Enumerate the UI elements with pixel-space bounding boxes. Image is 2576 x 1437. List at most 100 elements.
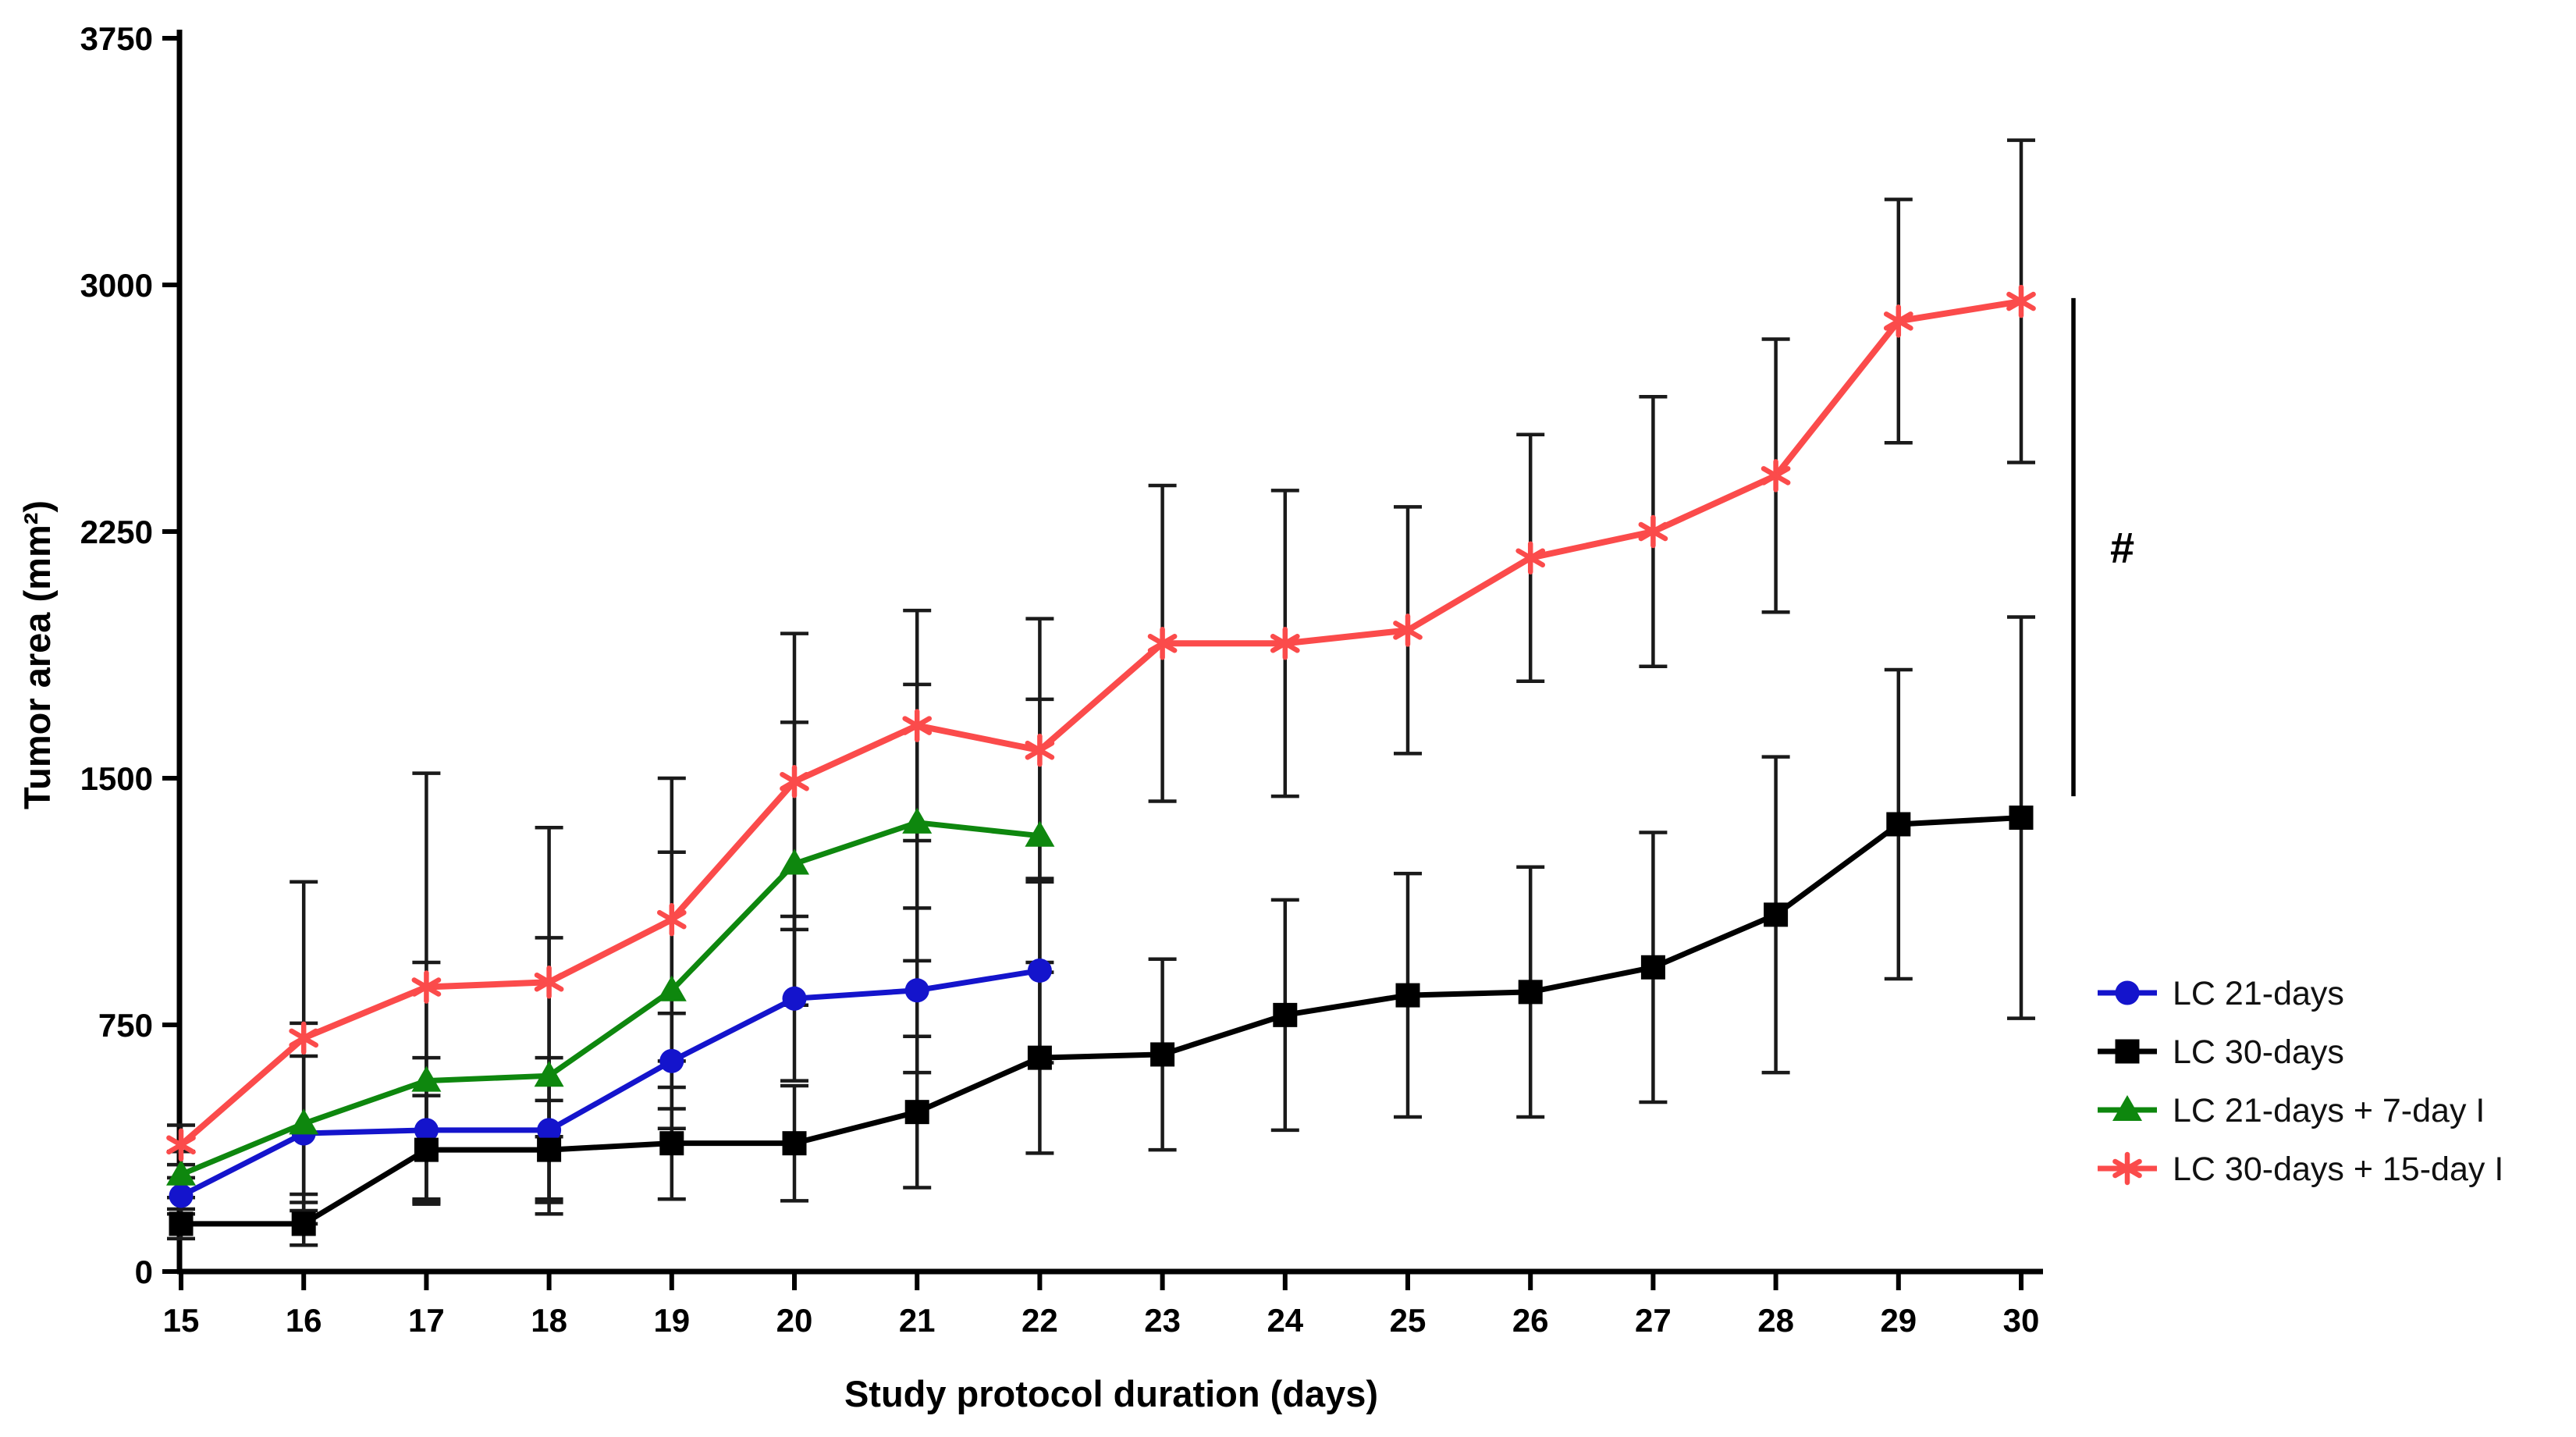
asterisk-spoke bbox=[1638, 521, 1668, 542]
data-point-circle bbox=[904, 978, 929, 1003]
y-tick-label: 2250 bbox=[80, 514, 153, 550]
data-point-triangle bbox=[656, 975, 687, 1001]
x-tick-label: 16 bbox=[286, 1302, 322, 1339]
data-point-circle bbox=[2115, 980, 2140, 1005]
data-point-circle bbox=[782, 986, 807, 1011]
legend-label: LC 21-days bbox=[2173, 975, 2344, 1012]
data-point-asterisk bbox=[1761, 459, 1791, 493]
x-tick-label: 24 bbox=[1267, 1302, 1303, 1339]
data-point-square bbox=[1273, 1002, 1298, 1027]
asterisk-spoke bbox=[2112, 1158, 2142, 1179]
data-point-triangle bbox=[1025, 820, 1055, 847]
data-point-square bbox=[1764, 902, 1789, 927]
legend-item-lc-30-days: LC 30-days bbox=[2098, 1033, 2344, 1071]
data-point-asterisk bbox=[656, 902, 687, 937]
data-point-square bbox=[1886, 812, 1911, 837]
hash-annotation: # bbox=[2110, 523, 2134, 572]
asterisk-spoke bbox=[1270, 634, 1300, 653]
data-point-asterisk bbox=[780, 764, 809, 799]
x-tick-label: 15 bbox=[163, 1302, 200, 1339]
data-point-asterisk bbox=[1638, 514, 1668, 549]
data-point-asterisk bbox=[2006, 284, 2036, 318]
data-point-asterisk bbox=[1515, 541, 1546, 574]
series-lc-30-days-15-day-i bbox=[166, 284, 2036, 1162]
series-line-lc-30-days bbox=[181, 815, 2022, 1227]
y-tick-label: 1500 bbox=[80, 760, 153, 797]
data-point-triangle bbox=[289, 1108, 319, 1135]
asterisk-spoke bbox=[289, 1028, 319, 1048]
data-point-asterisk bbox=[534, 965, 564, 999]
significance-annotation: # bbox=[2071, 297, 2134, 797]
x-tick-label: 30 bbox=[2003, 1302, 2040, 1339]
legend-item-lc-21-days: LC 21-days bbox=[2098, 975, 2344, 1012]
asterisk-spoke bbox=[780, 771, 809, 791]
legend-item-lc-30-days-15-day-i: LC 30-days + 15-day I bbox=[2098, 1151, 2503, 1188]
data-point-square bbox=[2115, 1039, 2140, 1064]
x-tick-label: 21 bbox=[899, 1302, 936, 1339]
data-point-asterisk bbox=[166, 1128, 196, 1162]
series-lc-30-days bbox=[169, 806, 2034, 1236]
legend-label: LC 30-days + 15-day I bbox=[2173, 1151, 2503, 1188]
data-point-square bbox=[169, 1211, 194, 1236]
x-tick-label: 22 bbox=[1022, 1302, 1058, 1339]
x-tick-label: 28 bbox=[1757, 1302, 1794, 1339]
asterisk-spoke bbox=[1025, 740, 1055, 760]
data-point-asterisk bbox=[1393, 614, 1423, 647]
x-tick-label: 17 bbox=[408, 1302, 445, 1339]
data-point-asterisk bbox=[1025, 733, 1055, 767]
y-tick-label: 3750 bbox=[80, 20, 153, 57]
data-point-square bbox=[659, 1131, 684, 1156]
series-lc-21-days-7-day-i bbox=[166, 807, 1055, 1186]
x-tick-label: 26 bbox=[1512, 1302, 1549, 1339]
asterisk-spoke bbox=[1883, 311, 1913, 331]
asterisk-spoke bbox=[1393, 621, 1423, 640]
data-point-square bbox=[1395, 983, 1420, 1008]
y-axis-title: Tumor area (mm²) bbox=[16, 500, 58, 809]
data-point-asterisk bbox=[2112, 1151, 2142, 1186]
data-point-asterisk bbox=[411, 970, 442, 1004]
x-tick-label: 25 bbox=[1390, 1302, 1427, 1339]
x-tick-label: 19 bbox=[653, 1302, 690, 1339]
data-point-triangle bbox=[2112, 1095, 2142, 1121]
data-point-square bbox=[1640, 955, 1665, 980]
asterisk-spoke bbox=[2006, 291, 2036, 311]
asterisk-spoke bbox=[1147, 634, 1178, 653]
data-point-asterisk bbox=[902, 709, 933, 742]
data-point-square bbox=[1518, 980, 1543, 1005]
data-point-asterisk bbox=[289, 1021, 319, 1055]
data-point-circle bbox=[169, 1183, 194, 1208]
data-point-triangle bbox=[166, 1159, 196, 1186]
legend-item-lc-21-days-7-day-i: LC 21-days + 7-day I bbox=[2098, 1092, 2485, 1129]
data-point-square bbox=[782, 1131, 807, 1156]
data-point-circle bbox=[414, 1118, 439, 1143]
y-tick-label: 750 bbox=[98, 1007, 153, 1044]
data-point-square bbox=[291, 1211, 316, 1236]
data-point-circle bbox=[537, 1118, 562, 1143]
data-point-triangle bbox=[534, 1061, 564, 1087]
series-line-lc-30-days-15-day-i bbox=[179, 298, 2022, 1147]
x-tick-label: 20 bbox=[776, 1302, 813, 1339]
asterisk-spoke bbox=[1515, 548, 1546, 567]
data-point-square bbox=[2009, 806, 2034, 831]
x-tick-label: 27 bbox=[1635, 1302, 1672, 1339]
asterisk-spoke bbox=[656, 909, 687, 930]
data-point-triangle bbox=[902, 807, 933, 834]
asterisk-spoke bbox=[1761, 466, 1791, 486]
x-tick-label: 18 bbox=[531, 1302, 567, 1339]
data-point-square bbox=[414, 1137, 439, 1162]
data-point-asterisk bbox=[1270, 627, 1300, 660]
legend-label: LC 30-days bbox=[2173, 1033, 2344, 1071]
data-point-asterisk bbox=[1147, 627, 1178, 660]
data-point-circle bbox=[659, 1048, 684, 1073]
legend-label: LC 21-days + 7-day I bbox=[2173, 1092, 2485, 1129]
x-tick-label: 29 bbox=[1880, 1302, 1917, 1339]
data-point-asterisk bbox=[1883, 304, 1913, 338]
axis-lines bbox=[176, 30, 2043, 1275]
data-point-square bbox=[1027, 1045, 1052, 1070]
asterisk-spoke bbox=[411, 977, 442, 997]
data-point-square bbox=[537, 1137, 562, 1162]
legend: LC 21-days LC 30-days LC 21-days + 7-day I… bbox=[2098, 975, 2503, 1188]
